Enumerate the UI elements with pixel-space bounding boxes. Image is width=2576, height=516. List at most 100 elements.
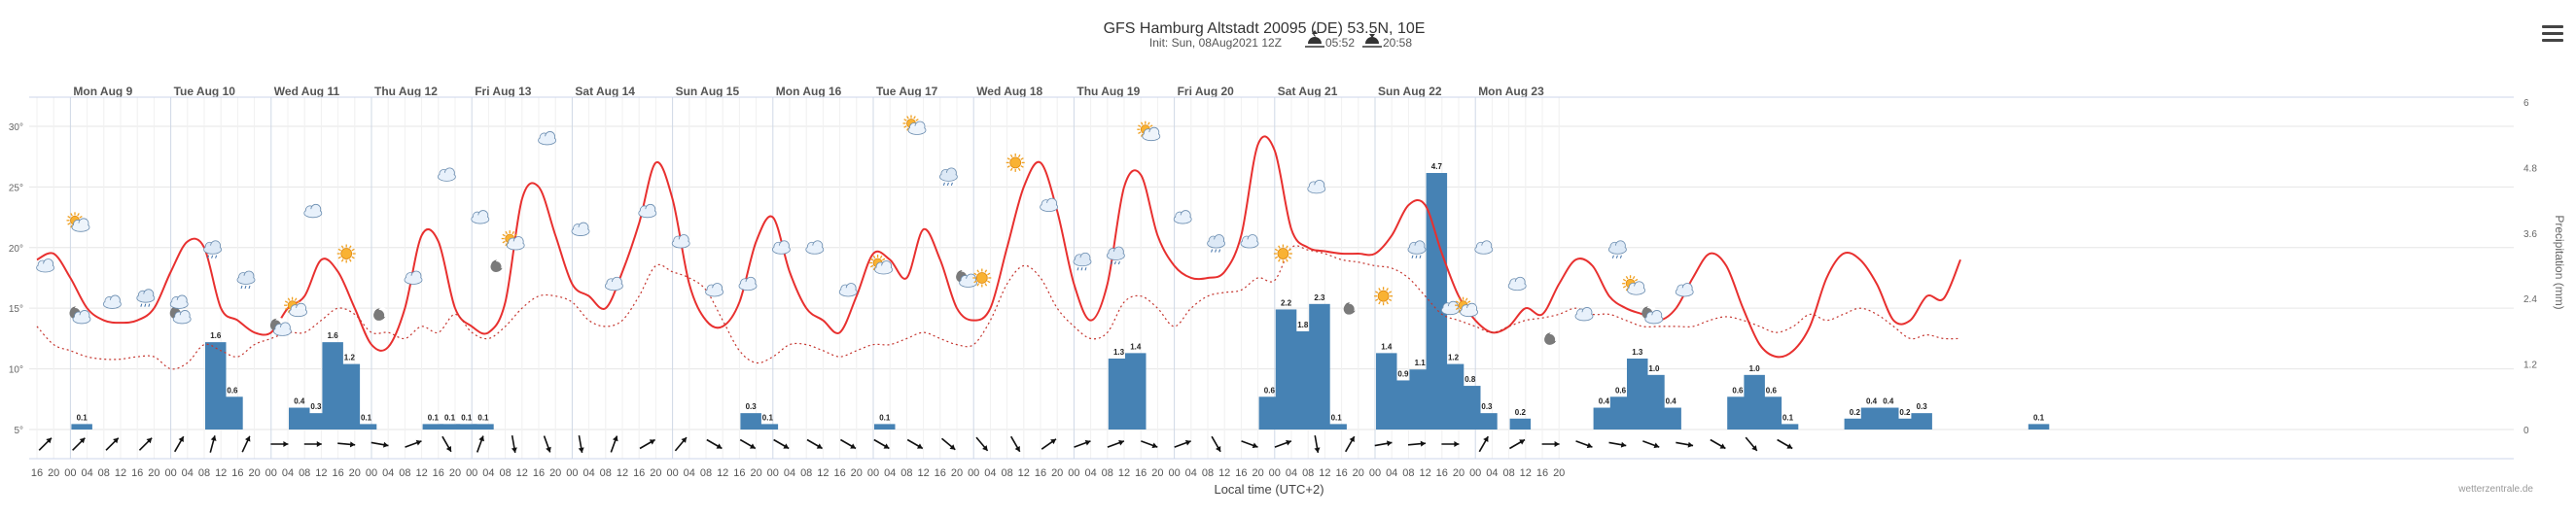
sun-ray: [337, 248, 341, 252]
sun-ray: [1140, 133, 1144, 137]
cloud-icon: [1441, 300, 1460, 316]
cloud-icon: [838, 283, 858, 297]
day-label: Wed Aug 18: [976, 85, 1042, 98]
wind-head: [1653, 442, 1660, 449]
wind-arrow-icon: [940, 437, 956, 451]
rain-cloud-icon: [203, 240, 223, 258]
cloud-fill: [304, 209, 321, 217]
precip-label: 0.6: [1732, 386, 1744, 395]
cloud-fill: [204, 245, 221, 254]
sun-ray: [1278, 258, 1281, 262]
sun-ray: [1140, 121, 1144, 125]
x-tick-label: 20: [650, 467, 661, 479]
wind-head: [1349, 436, 1355, 443]
sun-ray: [1020, 157, 1024, 160]
x-tick-label: 04: [684, 467, 695, 479]
cloud-icon: [471, 210, 490, 224]
sun-ray: [976, 283, 980, 287]
wind-head: [1184, 439, 1191, 446]
sun-ray: [351, 256, 355, 259]
x-tick-label: 12: [115, 467, 126, 479]
x-tick-label: 20: [48, 467, 59, 479]
x-tick-label: 20: [1353, 467, 1364, 479]
precip-label: 0.1: [361, 413, 372, 422]
wind-head: [883, 443, 890, 449]
sun-ray: [502, 240, 506, 244]
precip-label: 0.4: [1599, 397, 1610, 406]
wind-head: [445, 445, 451, 452]
precip-bar: [1627, 358, 1648, 430]
sun-ray: [913, 116, 916, 120]
precip-label: 2.2: [1281, 298, 1292, 307]
wind-head: [478, 435, 484, 442]
day-label: Tue Aug 17: [876, 85, 938, 98]
precip-bar: [1593, 407, 1615, 430]
cloud-fill: [1041, 202, 1057, 211]
x-tick-label: 00: [666, 467, 678, 479]
cloud-icon: [36, 258, 54, 273]
wind-arrow-icon: [1676, 441, 1694, 448]
x-tick-label: 20: [1453, 467, 1464, 479]
wind-arrow-icon: [1241, 440, 1258, 449]
x-tick-label: 12: [717, 467, 728, 479]
moon-cloud-icon: [269, 317, 292, 336]
rain-drop: [1619, 255, 1622, 258]
x-tick-label: 12: [1118, 467, 1130, 479]
precip-label: 2.3: [1314, 293, 1325, 302]
precip-bar: [1442, 363, 1464, 430]
sun-ray: [505, 230, 509, 235]
wind-head: [1014, 445, 1020, 452]
init-text: Init: Sun, 08Aug2021 12Z: [1149, 36, 1282, 50]
wind-arrow-icon: [1374, 440, 1393, 447]
precip-label: 0.6: [1615, 386, 1627, 395]
sun-ray: [1388, 291, 1393, 294]
cloud-fill: [238, 275, 254, 284]
x-tick-label: 00: [466, 467, 477, 479]
precip-label: 1.6: [210, 331, 222, 340]
precip-bar: [305, 413, 327, 430]
x-tick-label: 04: [784, 467, 795, 479]
x-tick-label: 16: [1135, 467, 1147, 479]
sun-ray: [512, 230, 515, 235]
sun-ray: [340, 245, 344, 249]
x-tick-label: 12: [415, 467, 427, 479]
wind-arrow-icon: [1478, 435, 1489, 453]
sun-ray: [1622, 285, 1627, 289]
cloud-icon: [671, 234, 690, 249]
x-tick-label: 08: [1001, 467, 1012, 479]
precip-bar: [456, 424, 477, 430]
precip-bar: [2028, 424, 2050, 430]
cloud-fill: [1409, 245, 1425, 254]
day-label: Wed Aug 11: [274, 85, 340, 98]
precip-label: 0.6: [1766, 386, 1778, 395]
wind-arrow-icon: [441, 435, 452, 453]
x-tick-label: 16: [131, 467, 143, 479]
cloud-fill: [1461, 307, 1477, 316]
cloud-icon: [805, 240, 825, 255]
wind-head: [210, 435, 217, 441]
x-tick-label: 00: [366, 467, 377, 479]
sun-ray: [984, 269, 988, 273]
wind-head: [681, 437, 687, 443]
x-axis-title: Local time (UTC+2): [1214, 482, 1323, 497]
day-label: Sat Aug 14: [575, 85, 635, 98]
wind-arrow-icon: [1745, 436, 1758, 452]
hamburger-menu-icon[interactable]: [2538, 21, 2567, 47]
precip-bar: [1844, 418, 1866, 430]
x-tick-label: 12: [516, 467, 528, 479]
wind-arrow-icon: [1274, 439, 1292, 448]
wind-arrow-icon: [511, 434, 517, 454]
sun-ray: [1622, 278, 1627, 282]
precip-bar: [1727, 396, 1748, 430]
wind-head: [1387, 440, 1393, 447]
wind-head: [916, 443, 923, 449]
sun-ray: [903, 125, 907, 128]
precip-bar: [1509, 418, 1532, 430]
rain-cloud-icon: [1608, 240, 1627, 258]
wind-arrow-icon: [72, 437, 86, 451]
cloud-icon: [738, 276, 758, 292]
sun-ray: [906, 127, 909, 131]
precip-label: 1.3: [1632, 348, 1643, 357]
sun-ray: [70, 224, 73, 228]
